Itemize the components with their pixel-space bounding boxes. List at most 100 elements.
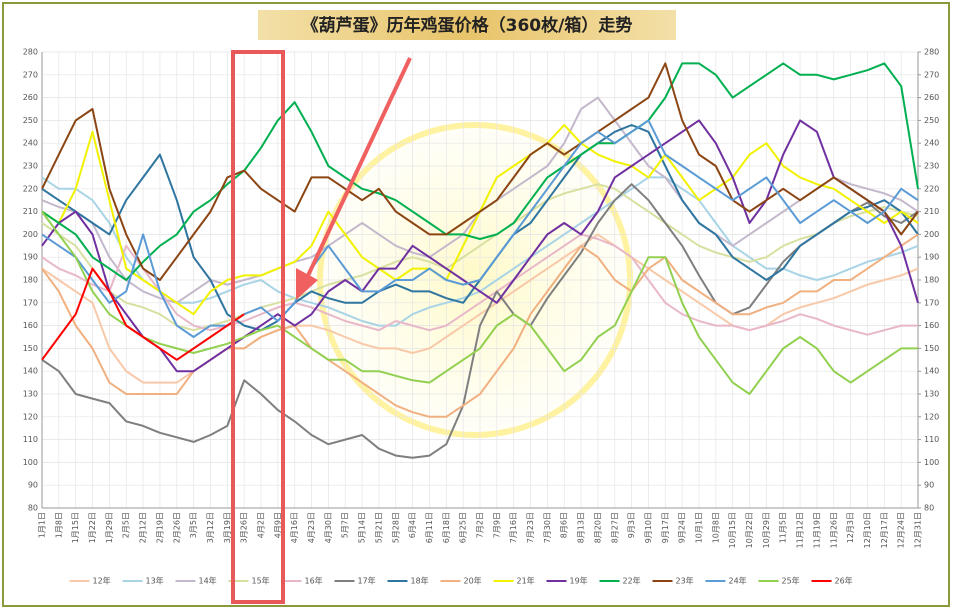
- x-tick-label: 4月23日: [307, 512, 316, 543]
- y2-tick-label: 80: [924, 504, 934, 513]
- x-tick-label: 8月6日: [560, 512, 569, 538]
- y-tick-label: 150: [23, 344, 38, 353]
- plot: 1月1日 1月8日 1月15日 1月22日 1月29日 2月5日 2月12日 2月19日 2月2…: [23, 48, 940, 586]
- x-tick-label: 8月27日: [610, 512, 619, 543]
- x-tick-label: 8月13日: [577, 512, 586, 543]
- y2-tick-label: 140: [924, 367, 939, 376]
- x-tick-label: 7月9日: [492, 512, 501, 538]
- x-tick-label: 1月8日: [54, 512, 63, 538]
- y2-tick-label: 100: [924, 458, 939, 467]
- x-tick-label: 4月30日: [324, 512, 333, 543]
- y2-tick-label: 200: [924, 230, 939, 239]
- x-tick-label: 11月12日: [796, 512, 805, 548]
- series-line: [41, 233, 919, 418]
- x-tick-label: 10月8日: [711, 512, 720, 543]
- y2-tick-label: 190: [924, 253, 939, 262]
- legend-label: 17年: [358, 576, 376, 586]
- chart-title: 《葫芦蛋》历年鸡蛋价格（360枚/箱）走势: [302, 15, 633, 36]
- y2-tick-label: 150: [924, 344, 939, 353]
- y2-tick-label: 160: [924, 321, 939, 330]
- y-tick-label: 160: [23, 321, 38, 330]
- x-tick-label: 12月31日: [914, 512, 923, 548]
- y2-tick-label: 230: [924, 162, 939, 171]
- x-tick-label: 12月10日: [863, 512, 872, 548]
- y2-tick-label: 260: [924, 93, 939, 102]
- x-tick-label: 2月5日: [122, 512, 131, 538]
- x-tick-label: 1月1日: [38, 512, 47, 538]
- x-tick-label: 6月25日: [459, 512, 468, 543]
- y-tick-label: 130: [23, 390, 38, 399]
- y2-tick-label: 220: [924, 184, 939, 193]
- y-tick-label: 230: [23, 162, 38, 171]
- legend-label: 19年: [570, 576, 588, 586]
- y-tick-label: 180: [23, 276, 38, 285]
- x-tick-label: 4月9日: [273, 512, 282, 538]
- y-tick-label: 80: [28, 504, 38, 513]
- x-tick-label: 10月15日: [728, 512, 737, 548]
- y-tick-label: 170: [23, 298, 38, 307]
- y2-tick-label: 270: [924, 70, 939, 79]
- y2-tick-label: 210: [924, 207, 939, 216]
- y-tick-label: 100: [23, 458, 38, 467]
- x-tick-label: 4月16日: [290, 512, 299, 543]
- x-tick-label: 7月30日: [543, 512, 552, 543]
- x-tick-label: 7月23日: [526, 512, 535, 543]
- y-tick-label: 140: [23, 367, 38, 376]
- series-line: [41, 233, 918, 336]
- series-line: [41, 183, 919, 332]
- y2-tick-label: 90: [924, 481, 934, 490]
- x-tick-label: 8月20日: [593, 512, 602, 543]
- series-line: [41, 62, 919, 281]
- legend-label: 13年: [146, 576, 164, 586]
- x-tick-label: 7月16日: [509, 512, 518, 543]
- x-tick-label: 3月5日: [189, 512, 198, 538]
- x-tick-label: 2月26日: [172, 512, 181, 543]
- x-tick-label: 1月29日: [105, 512, 114, 543]
- x-tick-label: 6月18日: [442, 512, 451, 543]
- series-line: [41, 267, 245, 361]
- y2-tick-label: 110: [924, 435, 939, 444]
- x-tick-label: 7月2日: [476, 512, 485, 538]
- series-line: [41, 62, 919, 281]
- y-tick-label: 90: [28, 481, 38, 490]
- legend-label: 18年: [411, 576, 429, 586]
- x-tick-label: 9月17日: [661, 512, 670, 543]
- y2-tick-label: 240: [924, 139, 939, 148]
- x-tick-label: 3月12日: [206, 512, 215, 543]
- x-tick-label: 1月22日: [88, 512, 97, 543]
- legend-label: 16年: [305, 576, 323, 586]
- x-tick-label: 5月21日: [374, 512, 383, 543]
- x-tick-label: 1月15日: [71, 512, 80, 543]
- arrow-head: [296, 268, 318, 300]
- legend-label: 12年: [93, 576, 111, 586]
- x-tick-label: 4月2日: [257, 512, 266, 538]
- y2-tick-label: 130: [924, 390, 939, 399]
- y2-tick-label: 280: [924, 48, 939, 57]
- legend-label: 23年: [676, 576, 694, 586]
- series-line: [41, 119, 919, 338]
- x-tick-label: 6月11日: [425, 512, 434, 543]
- arrow-shaft: [303, 57, 412, 283]
- x-tick-label: 10月22日: [745, 512, 754, 548]
- x-tick-label: 5月7日: [341, 512, 350, 538]
- x-tick-label: 12月17日: [880, 512, 889, 548]
- title-box: [258, 10, 676, 40]
- y-tick-label: 250: [23, 116, 38, 125]
- legend-label: 21年: [517, 576, 535, 586]
- x-tick-label: 12月3日: [846, 512, 855, 543]
- x-tick-label: 9月10日: [644, 512, 653, 543]
- y-tick-label: 110: [23, 435, 38, 444]
- x-tick-label: 3月26日: [240, 512, 249, 543]
- x-tick-label: 6月4日: [408, 512, 417, 538]
- y2-tick-label: 180: [924, 276, 939, 285]
- highlight-box: [231, 50, 285, 604]
- y-tick-label: 270: [23, 70, 38, 79]
- y2-tick-label: 250: [924, 116, 939, 125]
- x-tick-label: 2月12日: [139, 512, 148, 543]
- x-tick-label: 10月1日: [695, 512, 704, 543]
- y-tick-label: 260: [23, 93, 38, 102]
- legend-label: 20年: [464, 576, 482, 586]
- y2-tick-label: 170: [924, 298, 939, 307]
- legend-label: 25年: [782, 576, 800, 586]
- series-line: [41, 233, 919, 384]
